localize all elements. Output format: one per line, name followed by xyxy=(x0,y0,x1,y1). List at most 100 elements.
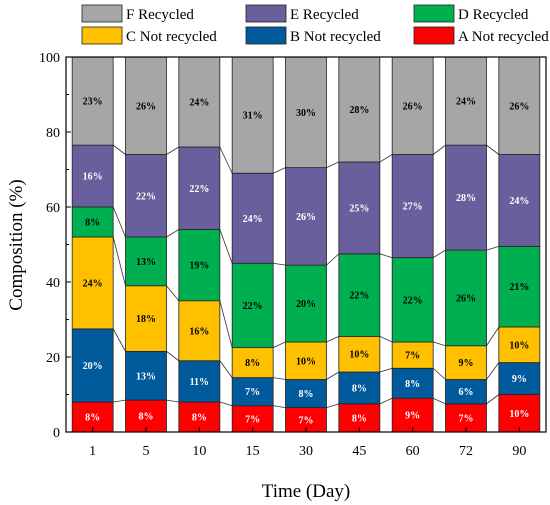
legend-label: B Not recycled xyxy=(290,29,381,45)
data-label: 28% xyxy=(456,193,476,204)
connector-line xyxy=(486,362,500,380)
data-label: 9% xyxy=(459,358,474,369)
x-axis-title: Time (Day) xyxy=(262,481,351,502)
connector-line xyxy=(486,394,500,405)
bar-segment xyxy=(231,377,274,407)
connector-line xyxy=(326,253,340,266)
bar-segment xyxy=(125,350,167,401)
bar-segment xyxy=(125,56,167,155)
connector-line xyxy=(326,161,339,168)
legend-swatch xyxy=(81,26,123,45)
connector-line xyxy=(379,367,393,373)
data-label: 24% xyxy=(189,98,209,109)
y-tick-label: 60 xyxy=(46,201,60,216)
data-label: 7% xyxy=(459,413,474,424)
connector-line xyxy=(273,377,286,380)
y-tick-label: 0 xyxy=(53,426,60,441)
connector-line xyxy=(326,371,340,380)
legend-swatch xyxy=(81,4,123,23)
data-label: 10% xyxy=(509,409,529,420)
bar-segment xyxy=(71,56,114,146)
connector-line xyxy=(219,146,233,174)
connector-line xyxy=(166,146,180,155)
data-label: 20% xyxy=(83,361,103,372)
bar-segment xyxy=(338,371,381,405)
bar-segment xyxy=(125,285,167,352)
bar-segment xyxy=(178,146,221,230)
x-tick-label: 1 xyxy=(89,444,96,459)
connector-line xyxy=(433,397,446,405)
legend-label: A Not recycled xyxy=(458,29,549,45)
bar-segment xyxy=(445,56,487,146)
y-tick-label: 40 xyxy=(46,276,60,291)
data-label: 24% xyxy=(243,214,263,225)
bar-segment xyxy=(178,360,221,403)
y-tick-label: 80 xyxy=(46,126,60,141)
y-tick-label: 20 xyxy=(46,351,60,366)
data-label: 7% xyxy=(245,387,260,398)
connector-line xyxy=(432,144,446,155)
bar-segment xyxy=(71,236,114,330)
data-label: 10% xyxy=(509,340,529,351)
data-label: 8% xyxy=(405,379,420,390)
data-label: 18% xyxy=(136,314,156,325)
data-label: 8% xyxy=(245,358,260,369)
connector-line xyxy=(273,167,286,174)
legend-label: D Recycled xyxy=(458,7,529,23)
connector-line xyxy=(379,253,393,259)
bar-segment xyxy=(391,367,434,399)
bar-segment xyxy=(71,144,114,208)
legend-swatch xyxy=(413,26,455,45)
connector-line xyxy=(113,399,126,403)
y-tick-label: 100 xyxy=(39,51,60,66)
data-label: 31% xyxy=(243,111,263,122)
data-label: 24% xyxy=(509,196,529,207)
bar-segment xyxy=(71,328,114,403)
bar-segment xyxy=(498,326,541,364)
bar-segment xyxy=(338,253,381,337)
connector-line xyxy=(166,229,180,238)
connector-line xyxy=(219,401,233,407)
data-label: 28% xyxy=(349,105,369,116)
data-label: 8% xyxy=(85,413,100,424)
connector-line xyxy=(273,341,286,348)
legend-swatch xyxy=(245,26,287,45)
data-label: 26% xyxy=(403,101,423,112)
data-label: 8% xyxy=(352,383,367,394)
bar-segment xyxy=(285,379,327,409)
bar-segment xyxy=(285,56,327,169)
data-label: 22% xyxy=(243,301,263,312)
connector-line xyxy=(379,336,393,343)
connector-line xyxy=(219,229,233,264)
legend-label: F Recycled xyxy=(126,7,194,23)
bar-segment xyxy=(445,345,487,380)
bar-segment xyxy=(231,262,274,349)
x-tick-label: 60 xyxy=(406,444,420,459)
x-tick-label: 90 xyxy=(512,444,526,459)
bar-segment xyxy=(498,245,541,328)
bar-segment xyxy=(338,56,381,163)
connector-line xyxy=(219,300,233,348)
data-label: 22% xyxy=(403,295,423,306)
connector-line xyxy=(273,405,286,409)
connector-line xyxy=(486,245,499,251)
bar-segment xyxy=(445,379,487,405)
legend-swatch xyxy=(245,4,287,23)
connector-line xyxy=(432,249,446,258)
data-label: 8% xyxy=(85,218,100,229)
connector-line xyxy=(433,341,446,347)
data-label: 26% xyxy=(136,101,156,112)
bars: 8% 20% 24% 8% 16% 23% 8% 13% 18% 13% 22% 26% 8% 11% 16… xyxy=(71,56,541,433)
data-label: 26% xyxy=(509,101,529,112)
x-tick-label: 72 xyxy=(459,444,473,459)
connector-line xyxy=(166,285,180,302)
bar-segment xyxy=(391,56,434,155)
connector-line xyxy=(219,360,233,378)
data-label: 9% xyxy=(512,374,527,385)
bar-segment xyxy=(391,257,434,343)
data-label: 20% xyxy=(296,299,316,310)
data-label: 10% xyxy=(349,350,369,361)
data-label: 26% xyxy=(296,212,316,223)
data-label: 24% xyxy=(456,97,476,108)
